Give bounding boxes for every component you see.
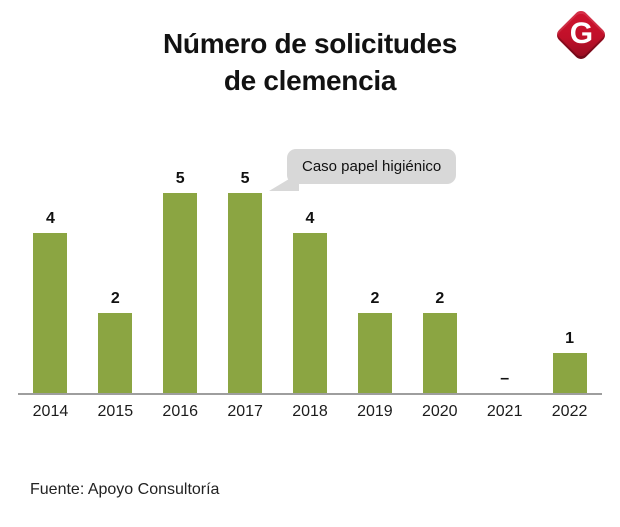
source-text: Fuente: Apoyo Consultoría [30,481,220,498]
bar-chart: 4 2 5 5 4 2 2 – 1 [18,153,602,395]
chart-title: Número de solicitudes de clemencia [0,26,620,100]
bar-column: 2 [83,291,148,393]
bar-column: 1 [537,331,602,393]
brand-logo: G [552,6,610,64]
bar-value-label: 2 [435,290,445,307]
bar-value-label: 1 [565,330,575,347]
bar-column: 5 [213,171,278,393]
bar-value-label: 5 [175,170,185,187]
x-axis-label: 2022 [551,403,588,420]
year-labels: 2014 2015 2016 2017 2018 2019 2020 2021 2022 [18,403,602,421]
annotation-bubble: Caso papel higiénico [269,149,457,191]
x-axis-label: 2014 [32,403,69,420]
bar-column: – [472,371,537,393]
bar [163,193,198,393]
bar [98,313,133,393]
x-axis-label: 2015 [97,403,134,420]
x-axis-label: 2019 [357,403,393,420]
bar-value-label: 4 [305,210,315,227]
annotation-text: Caso papel higiénico [302,158,442,175]
chart-title-line1: Número de solicitudes [163,28,457,59]
bar-value-label: 4 [45,210,55,227]
logo-letter: G [570,17,594,51]
bar [357,313,392,393]
bar [33,233,68,393]
bar-column: 2 [342,291,407,393]
bar-column: 4 [278,211,343,393]
bar-value-label: 2 [110,290,120,307]
logo-diamond-icon: G [554,8,608,62]
x-axis-label: 2017 [227,403,263,420]
x-axis-label: 2018 [292,403,328,420]
bar-columns: 4 2 5 5 4 2 2 – 1 [18,153,602,393]
bar [228,193,263,393]
bar-value-label: 5 [240,170,250,187]
bar [293,233,327,393]
bar [422,313,457,393]
x-axis-label: 2016 [162,403,199,420]
bar-column: 2 [407,291,472,393]
bar-column: 5 [148,171,213,393]
x-axis-label: 2021 [486,403,523,420]
bar [552,353,587,393]
x-axis-label: 2020 [421,403,458,420]
bar-column: 4 [18,211,83,393]
bar-value-label: – [500,370,510,387]
bar-value-label: 2 [370,290,380,307]
chart-title-line2: de clemencia [223,64,397,96]
